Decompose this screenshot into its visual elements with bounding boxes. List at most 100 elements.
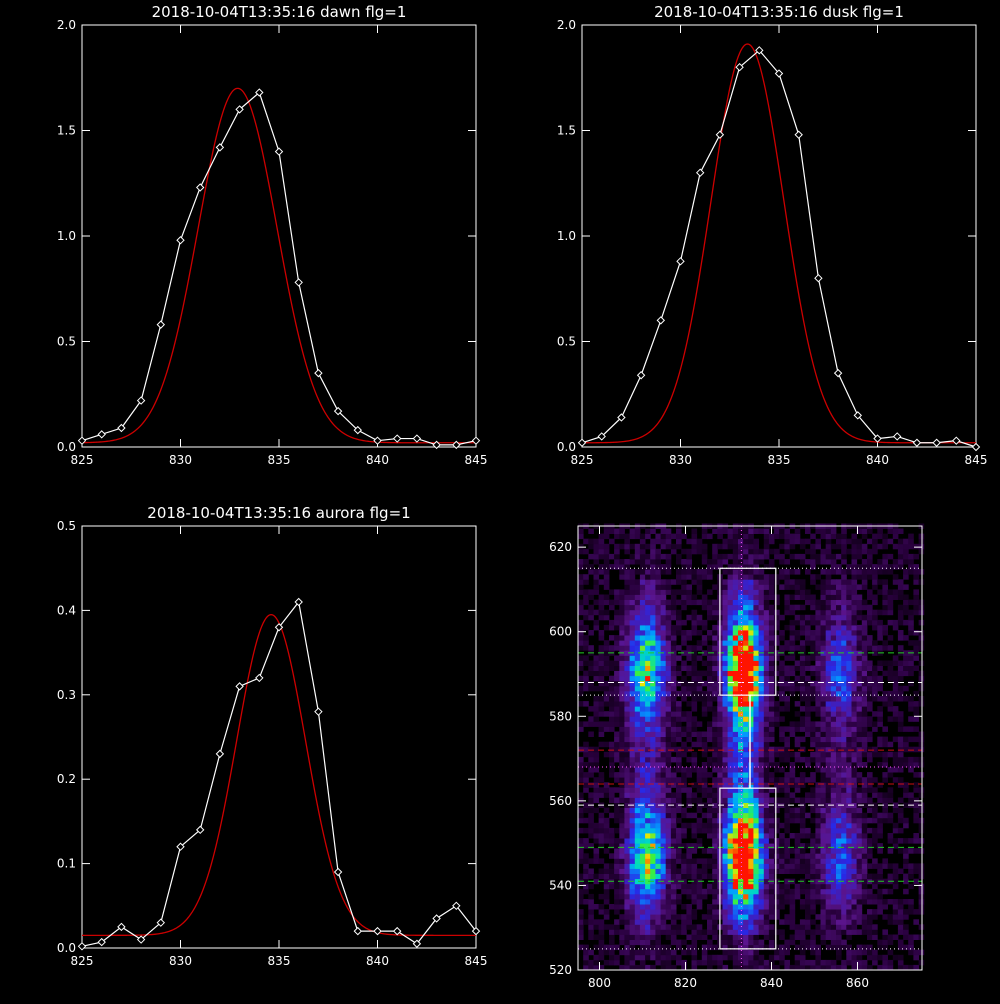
observed-point [176,842,185,851]
heatmap-cell [908,756,914,763]
heatmap-cell [634,609,641,616]
heatmap-cell [712,767,718,773]
heatmap-cell [676,559,682,565]
heatmap-cell [794,635,801,641]
heatmap-cell [794,675,801,682]
heatmap-cell [805,797,811,803]
heatmap-cell [691,868,698,874]
heatmap-cell [588,767,594,773]
heatmap-cell [712,584,718,590]
heatmap-cell [768,944,775,951]
heatmap-cell [861,569,868,575]
heatmap-cell [738,690,744,697]
heatmap-cell [588,812,594,819]
heatmap-cell [887,833,894,839]
heatmap-cell [614,706,620,712]
heatmap-cell [603,726,610,732]
heatmap-cell [825,635,832,641]
heatmap-cell [598,777,605,783]
heatmap-cell [629,696,636,702]
heatmap-cell [578,817,584,824]
heatmap-cell [639,726,646,732]
heatmap-cell [784,604,790,611]
heatmap-cell [660,731,667,737]
heatmap-cell [676,599,682,606]
heatmap-cell [872,914,878,920]
heatmap-cell [701,736,708,743]
heatmap-cell [681,833,687,839]
heatmap-cell [748,848,754,854]
heatmap-cell [779,944,785,951]
heatmap-cell [763,873,770,880]
heatmap-cell [624,878,630,885]
heatmap-cell [820,569,827,575]
heatmap-cell [841,548,847,555]
heatmap-cell [768,843,775,849]
heatmap-cell [882,670,888,677]
heatmap-cell [645,564,651,570]
heatmap-cell [851,630,858,636]
heatmap-cell [768,888,775,895]
heatmap-cell [799,624,806,631]
heatmap-cell [624,690,630,697]
heatmap-cell [753,792,759,798]
heatmap-cell [634,645,641,651]
heatmap-cell [629,899,636,905]
heatmap-cell [691,797,698,803]
heatmap-cell [841,619,847,626]
heatmap-cell [815,559,821,565]
heatmap-cell [877,564,883,570]
heatmap-cell [619,883,625,890]
heatmap-cell [887,959,894,966]
heatmap-cell [727,807,734,814]
heatmap-cell [877,589,883,595]
heatmap-cell [856,726,863,732]
heatmap-cell [614,827,620,834]
heatmap-cell [794,848,801,854]
heatmap-cell [841,736,847,743]
heatmap-cell [748,772,754,778]
heatmap-cell [603,624,610,631]
heatmap-cell [861,777,868,783]
heatmap-cell [732,670,739,677]
heatmap-cell [614,924,620,930]
heatmap-cell [696,899,703,905]
heatmap-cell [918,909,925,915]
heatmap-cell [768,731,775,737]
heatmap-cell [691,741,698,748]
heatmap-cell [609,767,615,773]
heatmap-cell [805,706,811,712]
heatmap-cell [665,924,672,930]
heatmap-cell [645,954,651,961]
heatmap-cell [743,949,749,956]
heatmap-cell [758,858,765,864]
heatmap-cell [846,609,852,616]
heatmap-cell [722,827,729,834]
heatmap-cell [712,929,718,935]
heatmap-cell [645,660,651,666]
heatmap-cell [897,594,904,600]
heatmap-cell [707,564,713,570]
heatmap-cell [897,538,904,545]
heatmap-cell [732,640,739,646]
heatmap-cell [738,904,744,910]
heatmap-cell [624,909,630,915]
heatmap-cell [588,721,594,727]
y-tick-label: 2.0 [557,18,576,32]
heatmap-cell [758,853,765,859]
heatmap-cell [578,767,584,773]
heatmap-cell [830,848,837,854]
observed-point [392,434,402,443]
heatmap-cell [686,812,692,819]
heatmap-cell [774,909,780,915]
heatmap-cell [712,883,718,890]
heatmap-cell [805,665,811,671]
heatmap-cell [650,893,656,900]
heatmap-cell [897,807,904,814]
heatmap-cell [603,883,610,890]
heatmap-cell [738,594,744,600]
heatmap-cell [701,528,708,534]
heatmap-cell [593,756,600,763]
chart-title: 2018-10-04T13:35:16 aurora flg=1 [147,504,410,522]
heatmap-cell [624,701,630,707]
